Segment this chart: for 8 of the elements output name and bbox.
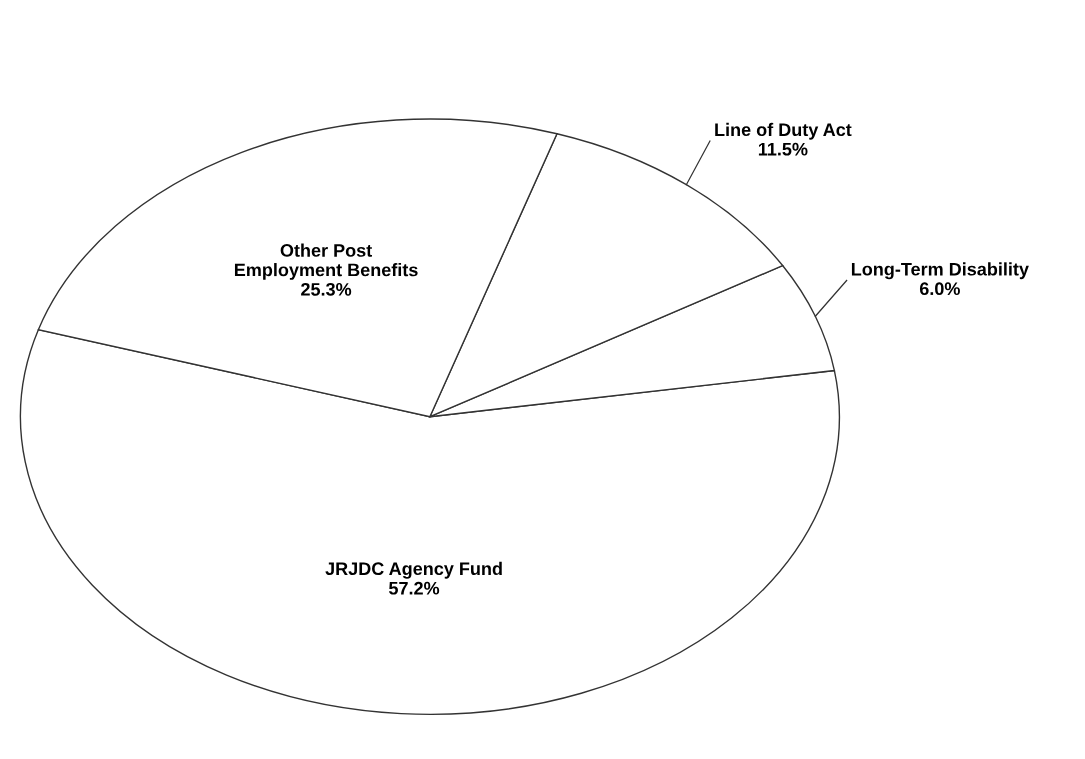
data-label: 6.0%: [919, 282, 960, 296]
slice-label: Long-Term Disability: [851, 262, 1029, 280]
slice-label: Other Post Employment Benefits: [234, 243, 418, 280]
slice-label: JRJDC Agency Fund: [325, 561, 502, 579]
slice-label: Line of Duty Act: [715, 122, 852, 140]
data-label: 57.2%: [389, 581, 440, 595]
data-label: 25.3%: [301, 282, 352, 296]
data-label: 11.5%: [758, 142, 808, 156]
